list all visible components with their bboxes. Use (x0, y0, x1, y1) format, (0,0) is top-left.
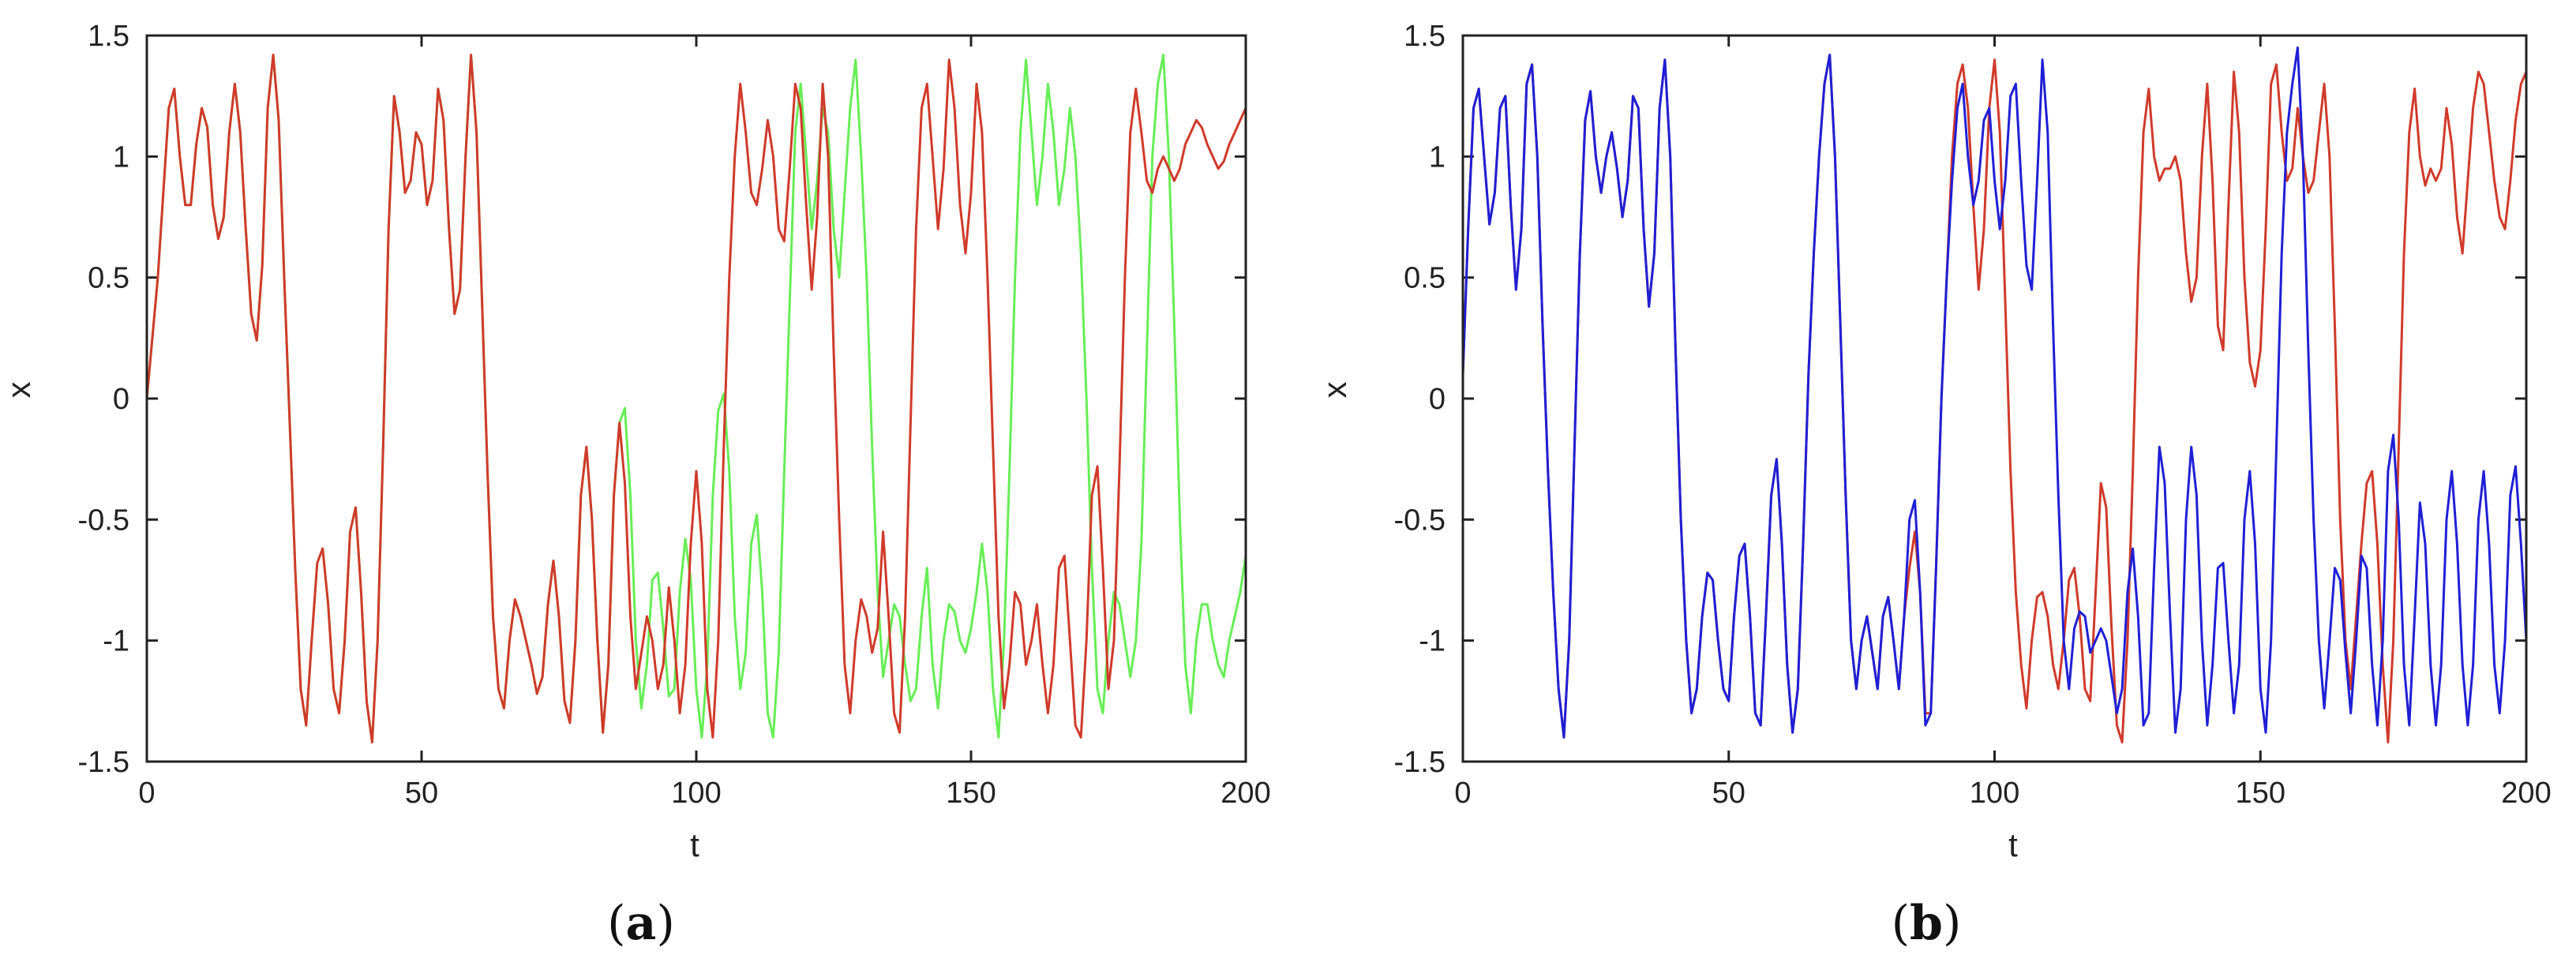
y-tick-label: 1 (1429, 140, 1445, 174)
y-tick-label: -1 (1419, 625, 1445, 658)
series-line-red (145, 54, 1247, 743)
x-tick-label: 150 (2236, 777, 2285, 810)
plot-lines-a (145, 54, 1247, 743)
y-tick-label: -0.5 (78, 504, 129, 537)
x-axis-label-b: t (2008, 826, 2018, 863)
x-tick-label: 100 (1970, 777, 2019, 810)
y-axis-label-a: x (0, 382, 37, 399)
x-tick-label: 200 (1221, 777, 1270, 810)
series-line-red (1461, 54, 2528, 743)
plot-frame-b (1461, 34, 2528, 763)
y-ticks-a: 1.5 1 0.5 0 -0.5 -1 -1.5 (78, 20, 1246, 779)
chart-panel-b: x t 0 50 100 150 200 1.5 1 0.5 0 -0.5 -1 -1.5 (b) (1316, 20, 2552, 951)
series-line-blue (1461, 46, 2528, 739)
x-tick-label: 0 (1454, 777, 1471, 810)
x-tick-label: 0 (138, 777, 155, 810)
y-tick-label: 1.5 (1404, 20, 1445, 53)
y-tick-label: 0.5 (88, 262, 129, 295)
x-axis-label-a: t (690, 826, 699, 863)
y-tick-label: 1.5 (88, 20, 129, 53)
y-axis-label-b: x (1316, 382, 1353, 399)
y-tick-label: 0.5 (1404, 262, 1445, 295)
y-tick-label: -1 (103, 625, 129, 658)
y-tick-label: 0 (113, 383, 129, 416)
x-tick-label: 100 (671, 777, 721, 810)
y-tick-label: 1 (113, 140, 129, 174)
y-ticks-b: 1.5 1 0.5 0 -0.5 -1 -1.5 (1394, 20, 2526, 779)
chart-panel-a: x t 0 50 100 150 200 1.5 1 0.5 0 -0.5 -1 -1.5 (a) (0, 20, 1271, 951)
x-tick-label: 200 (2501, 777, 2551, 810)
plot-lines-b (1461, 46, 2528, 743)
x-ticks-b: 0 50 100 150 200 (1454, 36, 2552, 810)
panel-label-a: (a) (607, 896, 675, 951)
panel-label-b: (b) (1892, 896, 1962, 951)
plot-frame-a (145, 34, 1247, 763)
y-tick-label: -1.5 (78, 746, 129, 779)
x-tick-label: 50 (405, 777, 438, 810)
x-ticks-a: 0 50 100 150 200 (138, 36, 1271, 810)
y-tick-label: -1.5 (1394, 746, 1445, 779)
y-tick-label: -0.5 (1394, 504, 1445, 537)
x-tick-label: 150 (946, 777, 996, 810)
x-tick-label: 50 (1712, 777, 1745, 810)
y-tick-label: 0 (1429, 383, 1445, 416)
